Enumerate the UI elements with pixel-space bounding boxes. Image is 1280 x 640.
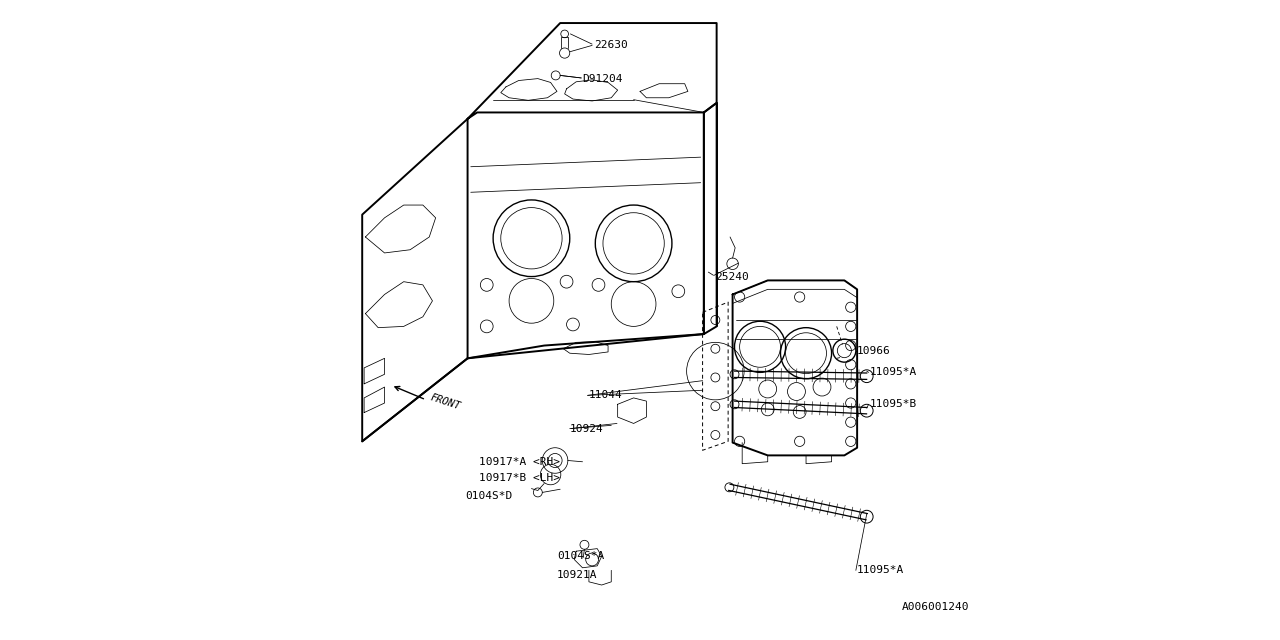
- Text: 10924: 10924: [570, 424, 603, 433]
- Text: A006001240: A006001240: [902, 602, 969, 612]
- Text: 11044: 11044: [589, 390, 622, 401]
- Text: 11095*A: 11095*A: [870, 367, 918, 378]
- Text: 11095*B: 11095*B: [870, 399, 918, 410]
- Text: 0104S*A: 0104S*A: [557, 551, 604, 561]
- Text: 10917*B <LH>: 10917*B <LH>: [479, 474, 561, 483]
- Text: 10966: 10966: [858, 346, 891, 356]
- Text: 0104S*D: 0104S*D: [465, 491, 512, 500]
- Text: 22630: 22630: [594, 40, 627, 51]
- Text: FRONT: FRONT: [429, 392, 462, 412]
- Text: 11095*A: 11095*A: [858, 565, 905, 575]
- Text: 10917*A <RH>: 10917*A <RH>: [479, 457, 561, 467]
- Text: 25240: 25240: [716, 271, 749, 282]
- Text: D91204: D91204: [582, 74, 623, 84]
- Text: 10921A: 10921A: [557, 570, 598, 580]
